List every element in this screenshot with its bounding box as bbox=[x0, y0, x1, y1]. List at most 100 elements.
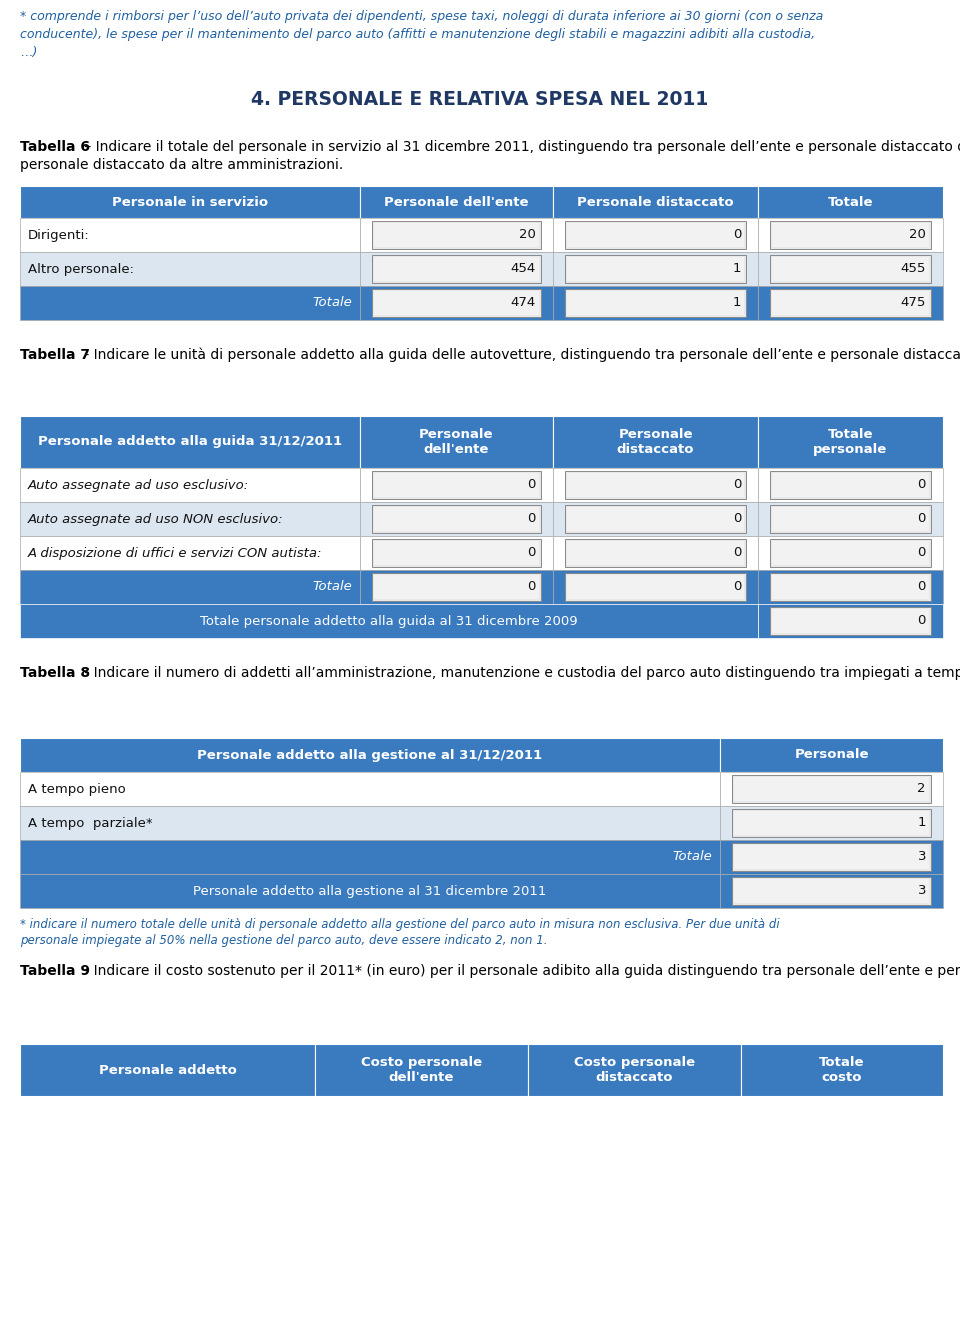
Text: 2: 2 bbox=[918, 782, 926, 796]
Text: Totale: Totale bbox=[312, 581, 352, 593]
Bar bbox=[567, 223, 744, 247]
Bar bbox=[758, 252, 943, 286]
Bar bbox=[758, 604, 943, 637]
Bar bbox=[20, 772, 720, 807]
Bar bbox=[315, 1044, 528, 1096]
Bar bbox=[758, 535, 943, 570]
Text: Altro personale:: Altro personale: bbox=[28, 263, 134, 275]
Bar bbox=[20, 468, 360, 502]
Text: Personale addetto alla guida 31/12/2011: Personale addetto alla guida 31/12/2011 bbox=[38, 436, 342, 448]
Text: 20: 20 bbox=[909, 228, 926, 242]
Text: Personale addetto alla gestione al 31 dicembre 2011: Personale addetto alla gestione al 31 di… bbox=[193, 884, 546, 898]
Bar bbox=[758, 187, 943, 217]
Text: Totale: Totale bbox=[672, 851, 712, 863]
Bar bbox=[567, 258, 744, 280]
Bar bbox=[553, 187, 758, 217]
Bar bbox=[758, 468, 943, 502]
Text: * indicare il numero totale delle unità di personale addetto alla gestione del p: * indicare il numero totale delle unità … bbox=[20, 918, 780, 931]
Bar bbox=[20, 502, 360, 535]
Text: * comprende i rimborsi per l’uso dell’auto privata dei dipendenti, spese taxi, n: * comprende i rimborsi per l’uso dell’au… bbox=[20, 9, 824, 23]
Text: A tempo  parziale*: A tempo parziale* bbox=[28, 816, 153, 829]
Bar bbox=[372, 289, 541, 317]
Bar bbox=[732, 809, 931, 837]
Text: A disposizione di uffici e servizi CON autista:: A disposizione di uffici e servizi CON a… bbox=[28, 546, 323, 560]
Text: 0: 0 bbox=[732, 581, 741, 593]
Bar bbox=[772, 541, 929, 565]
Text: conducente), le spese per il mantenimento del parco auto (affitti e manutenzione: conducente), le spese per il manteniment… bbox=[20, 28, 815, 42]
Bar bbox=[372, 221, 541, 250]
Bar bbox=[565, 289, 746, 317]
Bar bbox=[360, 286, 553, 319]
Bar bbox=[770, 539, 931, 568]
Bar bbox=[741, 1044, 943, 1096]
Text: Costo personale
dell'ente: Costo personale dell'ente bbox=[361, 1056, 482, 1084]
Bar bbox=[565, 539, 746, 568]
Text: 0: 0 bbox=[732, 479, 741, 491]
Bar bbox=[565, 221, 746, 250]
Text: Personale
distaccato: Personale distaccato bbox=[616, 428, 694, 456]
Bar bbox=[734, 811, 929, 835]
Bar bbox=[732, 843, 931, 871]
Bar bbox=[565, 255, 746, 283]
Text: 3: 3 bbox=[918, 884, 926, 898]
Text: Totale
costo: Totale costo bbox=[819, 1056, 865, 1084]
Bar bbox=[553, 468, 758, 502]
Bar bbox=[374, 223, 539, 247]
Bar bbox=[770, 255, 931, 283]
Bar bbox=[734, 879, 929, 903]
Bar bbox=[374, 472, 539, 497]
Bar bbox=[720, 874, 943, 909]
Bar bbox=[372, 573, 541, 601]
Bar bbox=[528, 1044, 741, 1096]
Text: Personale addetto alla gestione al 31/12/2011: Personale addetto alla gestione al 31/12… bbox=[198, 749, 542, 761]
Text: 0: 0 bbox=[918, 615, 926, 628]
Text: Auto assegnate ad uso esclusivo:: Auto assegnate ad uso esclusivo: bbox=[28, 479, 250, 491]
Bar bbox=[772, 609, 929, 633]
Bar bbox=[360, 535, 553, 570]
Text: Tabella 9: Tabella 9 bbox=[20, 964, 90, 978]
Bar bbox=[734, 777, 929, 801]
Bar bbox=[772, 291, 929, 315]
Text: 0: 0 bbox=[732, 228, 741, 242]
Bar bbox=[567, 291, 744, 315]
Bar bbox=[772, 507, 929, 531]
Text: Personale distaccato: Personale distaccato bbox=[577, 196, 733, 208]
Text: - Indicare il numero di addetti all’amministrazione, manutenzione e custodia del: - Indicare il numero di addetti all’ammi… bbox=[80, 666, 960, 680]
Bar bbox=[553, 535, 758, 570]
Text: personale distaccato da altre amministrazioni.: personale distaccato da altre amministra… bbox=[20, 158, 344, 172]
Bar bbox=[772, 223, 929, 247]
Bar bbox=[372, 505, 541, 533]
Bar bbox=[360, 502, 553, 535]
Bar bbox=[20, 874, 720, 909]
Bar bbox=[770, 505, 931, 533]
Bar bbox=[20, 252, 360, 286]
Bar bbox=[770, 573, 931, 601]
Text: 0: 0 bbox=[918, 581, 926, 593]
Bar bbox=[374, 291, 539, 315]
Text: 0: 0 bbox=[528, 513, 536, 526]
Bar bbox=[372, 255, 541, 283]
Bar bbox=[567, 507, 744, 531]
Text: 3: 3 bbox=[918, 851, 926, 863]
Text: Personale addetto: Personale addetto bbox=[99, 1063, 236, 1076]
Bar bbox=[374, 541, 539, 565]
Bar bbox=[758, 502, 943, 535]
Bar bbox=[758, 217, 943, 252]
Text: 1: 1 bbox=[732, 297, 741, 310]
Bar bbox=[553, 416, 758, 468]
Bar bbox=[732, 774, 931, 803]
Bar bbox=[758, 286, 943, 319]
Text: 0: 0 bbox=[918, 513, 926, 526]
Text: Personale in servizio: Personale in servizio bbox=[112, 196, 268, 208]
Bar bbox=[772, 258, 929, 280]
Text: 20: 20 bbox=[519, 228, 536, 242]
Text: Tabella 8: Tabella 8 bbox=[20, 666, 90, 680]
Bar bbox=[553, 217, 758, 252]
Bar bbox=[553, 286, 758, 319]
Text: 1: 1 bbox=[732, 263, 741, 275]
Text: Totale: Totale bbox=[828, 196, 874, 208]
Bar bbox=[374, 258, 539, 280]
Bar bbox=[372, 539, 541, 568]
Bar bbox=[772, 472, 929, 497]
Bar bbox=[20, 604, 758, 637]
